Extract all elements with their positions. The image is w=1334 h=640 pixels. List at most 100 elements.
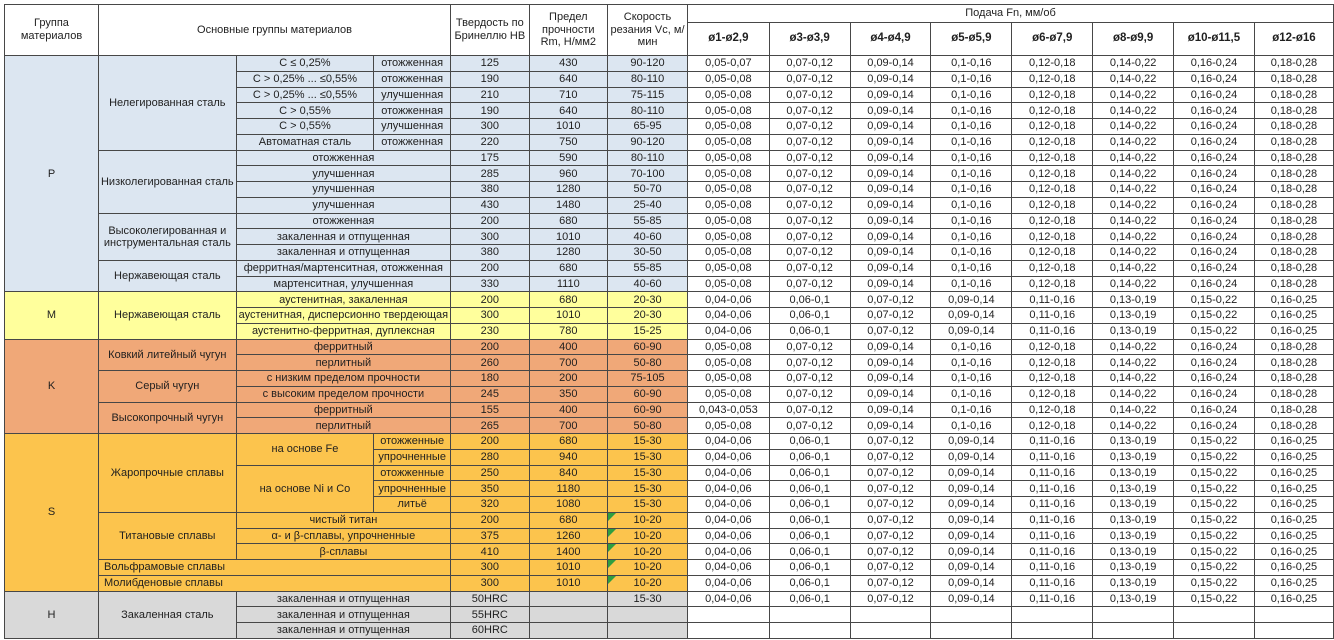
feed-cell[interactable]: 0,06-0,1	[768, 307, 851, 324]
material-group-cell[interactable]: Титановые сплавы	[97, 511, 237, 561]
feed-cell[interactable]: 0,07-0,12	[768, 212, 851, 230]
cutting-speed-cell[interactable]: 10-20	[607, 574, 689, 592]
feed-cell[interactable]: 0,07-0,12	[768, 370, 851, 387]
feed-cell[interactable]: 0,12-0,18	[1011, 275, 1094, 293]
feed-cell[interactable]: 0,16-0,25	[1253, 559, 1334, 576]
hardness-cell[interactable]: 260	[450, 354, 530, 371]
cutting-speed-cell[interactable]: 10-20	[607, 527, 689, 545]
strength-cell[interactable]: 1180	[528, 480, 609, 497]
hardness-cell[interactable]: 200	[450, 212, 530, 230]
feed-cell[interactable]: 0,14-0,22	[1092, 70, 1175, 88]
feed-cell[interactable]: 0,15-0,22	[1173, 448, 1255, 466]
feed-cell[interactable]: 0,05-0,08	[687, 86, 770, 104]
feed-cell[interactable]: 0,18-0,28	[1253, 196, 1334, 214]
feed-cell[interactable]: 0,12-0,18	[1011, 228, 1094, 245]
cutting-speed-cell[interactable]: 75-115	[607, 86, 689, 104]
feed-cell[interactable]: 0,09-0,14	[849, 212, 932, 230]
feed-cell[interactable]: 0,07-0,12	[768, 133, 851, 151]
feed-cell[interactable]: 0,14-0,22	[1092, 370, 1175, 387]
cutting-speed-cell[interactable]: 40-60	[607, 228, 689, 245]
strength-cell[interactable]: 680	[528, 433, 609, 450]
material-type-cell[interactable]: закаленная и отпущенная	[235, 244, 452, 261]
material-type-cell[interactable]: ферритный	[235, 338, 452, 356]
feed-cell[interactable]	[768, 606, 851, 623]
group-letter-cell[interactable]: S	[4, 433, 99, 592]
strength-cell[interactable]: 350	[528, 385, 609, 403]
feed-cell[interactable]: 0,14-0,22	[1092, 228, 1175, 245]
feed-cell[interactable]: 0,1-0,16	[930, 417, 1013, 434]
feed-cell[interactable]: 0,12-0,18	[1011, 149, 1094, 167]
feed-cell[interactable]: 0,14-0,22	[1092, 86, 1175, 104]
feed-cell[interactable]: 0,12-0,18	[1011, 86, 1094, 104]
material-type-cell[interactable]: перлитный	[235, 354, 452, 371]
feed-cell[interactable]: 0,14-0,22	[1092, 275, 1175, 293]
feed-cell[interactable]: 0,13-0,19	[1092, 496, 1175, 513]
cutting-speed-cell[interactable]: 60-90	[607, 385, 689, 403]
feed-cell[interactable]: 0,05-0,08	[687, 70, 770, 88]
hardness-cell[interactable]: 410	[450, 543, 530, 560]
material-type-cell[interactable]: улучшенная	[235, 165, 452, 182]
feed-cell[interactable]: 0,16-0,24	[1173, 417, 1255, 434]
feed-cell[interactable]: 0,14-0,22	[1092, 181, 1175, 198]
strength-cell[interactable]: 590	[528, 149, 609, 167]
feed-cell[interactable]: 0,05-0,08	[687, 149, 770, 167]
cutting-speed-cell[interactable]: 20-30	[607, 291, 689, 308]
cutting-speed-cell[interactable]: 50-80	[607, 417, 689, 434]
material-group-cell[interactable]: Нержавеющая сталь	[97, 291, 237, 340]
strength-cell[interactable]: 680	[528, 259, 609, 277]
cutting-speed-cell[interactable]: 50-80	[607, 354, 689, 371]
feed-cell[interactable]: 0,13-0,19	[1092, 291, 1175, 308]
feed-cell[interactable]: 0,16-0,24	[1173, 196, 1255, 214]
feed-cell[interactable]: 0,09-0,14	[849, 354, 932, 371]
feed-cell[interactable]: 0,04-0,06	[687, 574, 770, 592]
feed-cell[interactable]: 0,04-0,06	[687, 480, 770, 497]
feed-cell[interactable]: 0,07-0,12	[768, 259, 851, 277]
feed-cell[interactable]: 0,15-0,22	[1173, 480, 1255, 497]
cutting-speed-cell[interactable]: 10-20	[607, 511, 689, 529]
hardness-cell[interactable]: 55HRC	[450, 606, 530, 623]
feed-cell[interactable]: 0,07-0,12	[849, 543, 932, 560]
material-type-cell[interactable]: мартенситная, улучшенная	[235, 275, 452, 293]
feed-cell[interactable]: 0,07-0,12	[768, 244, 851, 261]
feed-cell[interactable]: 0,15-0,22	[1173, 590, 1255, 608]
group-letter-cell[interactable]: K	[4, 338, 99, 434]
strength-cell[interactable]: 1110	[528, 275, 609, 293]
feed-cell[interactable]: 0,11-0,16	[1011, 480, 1094, 497]
strength-cell[interactable]: 1280	[528, 244, 609, 261]
feed-cell[interactable]: 0,16-0,24	[1173, 259, 1255, 277]
cutting-speed-cell[interactable]: 80-110	[607, 149, 689, 167]
feed-cell[interactable]: 0,09-0,14	[849, 102, 932, 119]
feed-cell[interactable]: 0,16-0,24	[1173, 165, 1255, 182]
feed-cell[interactable]: 0,06-0,1	[768, 480, 851, 497]
hardness-cell[interactable]: 300	[450, 118, 530, 135]
strength-cell[interactable]: 840	[528, 464, 609, 482]
feed-cell[interactable]: 0,09-0,14	[849, 401, 932, 419]
feed-cell[interactable]: 0,1-0,16	[930, 149, 1013, 167]
strength-cell[interactable]: 780	[528, 322, 609, 340]
cutting-speed-cell[interactable]: 25-40	[607, 196, 689, 214]
feed-cell[interactable]: 0,07-0,12	[768, 118, 851, 135]
feed-cell[interactable]: 0,04-0,06	[687, 527, 770, 545]
material-state-cell[interactable]: отожженная	[373, 55, 452, 72]
strength-cell[interactable]: 1260	[528, 527, 609, 545]
hardness-cell[interactable]: 330	[450, 275, 530, 293]
material-state-cell[interactable]: упрочненные	[373, 448, 452, 466]
feed-cell[interactable]: 0,12-0,18	[1011, 102, 1094, 119]
feed-cell[interactable]: 0,14-0,22	[1092, 417, 1175, 434]
feed-cell[interactable]: 0,16-0,24	[1173, 228, 1255, 245]
feed-cell[interactable]: 0,16-0,24	[1173, 354, 1255, 371]
feed-cell[interactable]: 0,07-0,12	[849, 527, 932, 545]
hardness-cell[interactable]: 265	[450, 417, 530, 434]
feed-cell[interactable]: 0,15-0,22	[1173, 527, 1255, 545]
feed-cell[interactable]: 0,04-0,06	[687, 464, 770, 482]
feed-cell[interactable]: 0,07-0,12	[768, 401, 851, 419]
feed-cell[interactable]: 0,05-0,08	[687, 118, 770, 135]
feed-cell[interactable]: 0,06-0,1	[768, 464, 851, 482]
feed-cell[interactable]: 0,1-0,16	[930, 338, 1013, 356]
feed-cell[interactable]: 0,09-0,14	[849, 196, 932, 214]
material-group-cell[interactable]: Высокопрочный чугун	[97, 401, 237, 434]
strength-cell[interactable]: 640	[528, 70, 609, 88]
feed-cell[interactable]	[1011, 606, 1094, 623]
feed-cell[interactable]: 0,09-0,14	[849, 118, 932, 135]
cutting-speed-cell[interactable]: 20-30	[607, 307, 689, 324]
